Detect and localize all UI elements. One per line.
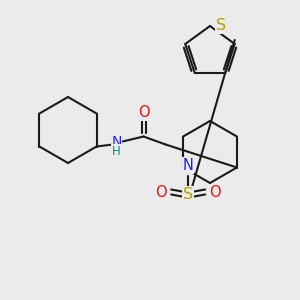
Text: S: S xyxy=(183,187,193,202)
Text: H: H xyxy=(112,145,121,158)
Text: O: O xyxy=(155,185,167,200)
Text: O: O xyxy=(138,105,149,120)
Text: S: S xyxy=(216,19,226,34)
Text: N: N xyxy=(183,158,194,173)
Text: O: O xyxy=(209,185,221,200)
Text: N: N xyxy=(111,134,122,148)
